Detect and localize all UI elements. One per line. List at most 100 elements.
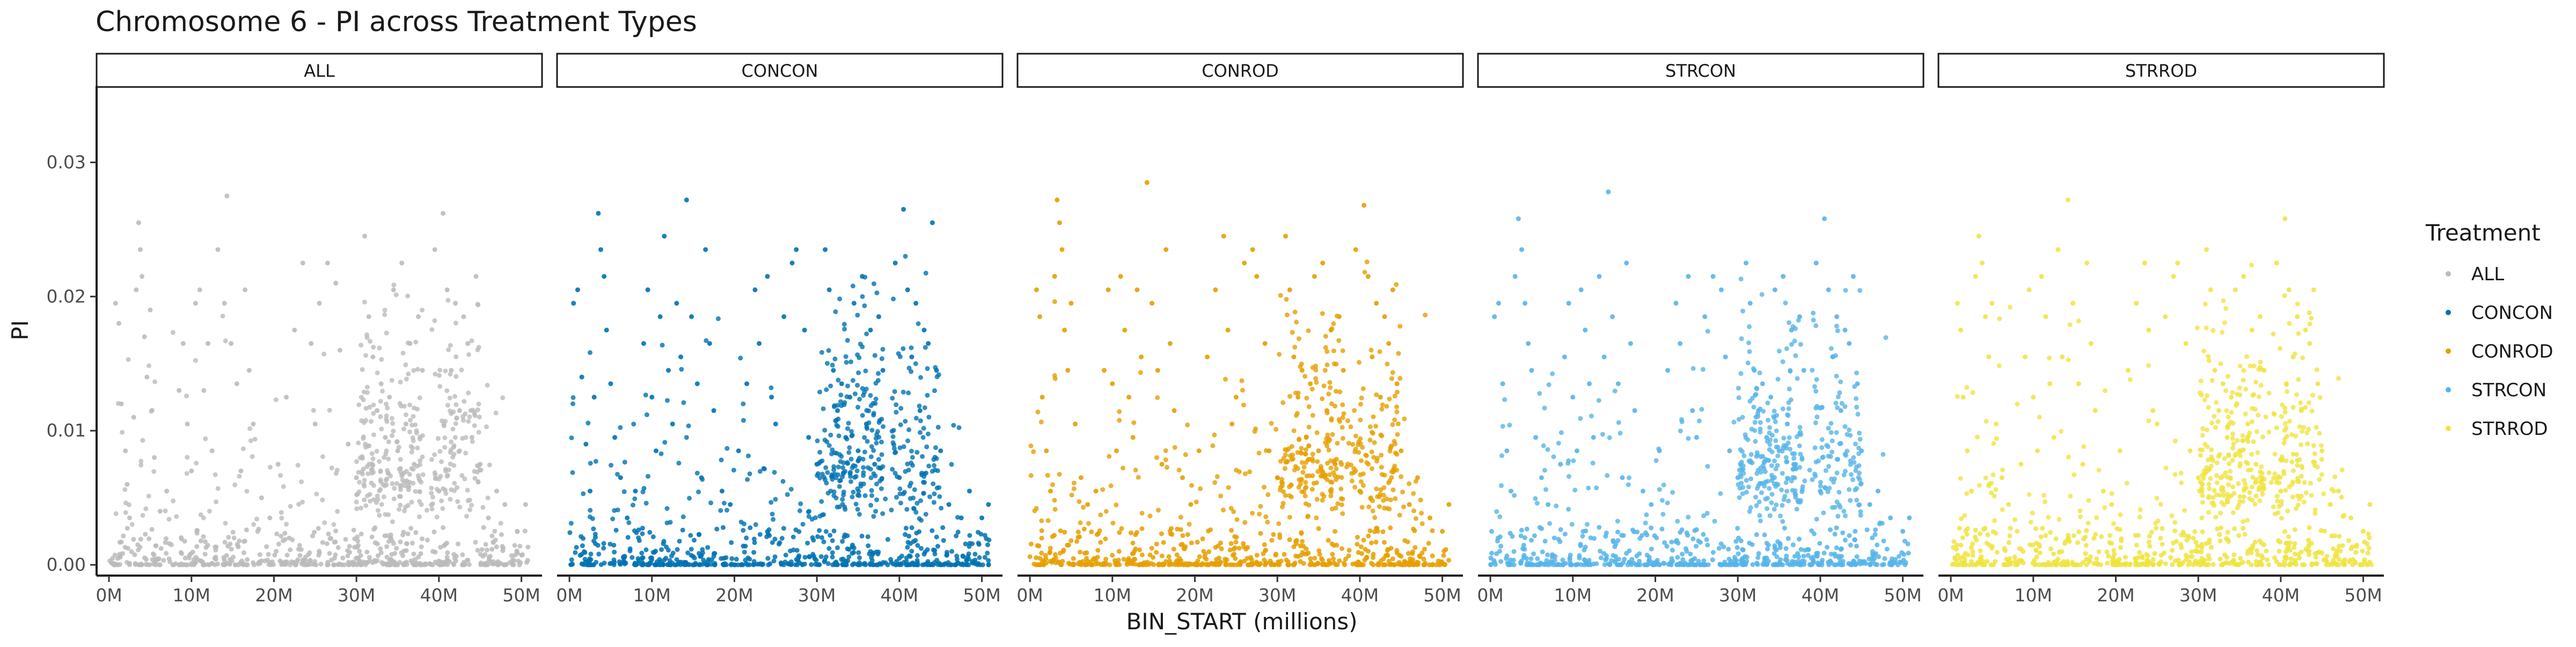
data-point [296,547,301,551]
data-point [2154,526,2158,530]
data-point [1328,385,1333,390]
data-point [926,463,931,468]
data-point [1299,531,1304,536]
data-point [2287,419,2292,424]
data-point [151,469,156,474]
data-point [1533,435,1538,440]
data-point [1342,562,1347,567]
data-point [1250,511,1255,515]
data-point [1130,541,1135,546]
data-point [860,386,865,391]
data-point [1824,468,1828,473]
data-point [793,562,797,567]
data-point [1795,434,1799,439]
data-point [588,508,592,513]
data-point [2163,561,2168,566]
data-point [2260,434,2265,439]
data-point [1103,536,1108,541]
data-point [491,559,496,564]
data-point [1688,551,1693,556]
data-point [441,525,445,530]
data-point [789,487,794,492]
data-point [869,493,874,498]
data-point [1767,431,1772,435]
data-point [724,446,729,451]
data-point [842,562,847,567]
data-point [1792,452,1797,456]
data-point [1396,351,1401,356]
data-point [1334,466,1339,471]
data-point [518,560,523,565]
data-point [963,542,968,547]
data-point [869,428,874,433]
data-point [433,550,438,555]
data-point [1962,557,1967,562]
data-point [2218,539,2223,543]
data-point [2250,406,2255,411]
data-point [1340,502,1344,507]
data-point [1284,460,1289,464]
data-point [1386,341,1391,346]
data-point [845,533,850,538]
data-point [630,555,634,560]
data-point [932,491,936,496]
data-point [385,468,390,473]
data-point [912,487,917,492]
data-point [2339,495,2344,499]
data-point [440,506,445,511]
data-point [623,460,627,464]
data-point [466,419,471,424]
data-point [1377,349,1382,354]
data-point [2271,504,2276,509]
data-point [164,489,169,493]
data-point [377,489,382,493]
data-point [961,563,966,568]
data-point [839,381,844,386]
data-point [643,547,648,552]
data-point [1748,301,1753,306]
data-point [813,515,818,520]
data-point [177,388,181,393]
data-point [1307,425,1312,430]
data-point [1096,531,1101,536]
data-point [1778,514,1783,519]
data-point [232,535,237,540]
data-point [453,301,458,306]
data-point [1352,408,1357,413]
data-point [837,296,842,301]
data-point [1269,538,1274,543]
data-point [1139,354,1144,359]
data-point [125,482,129,487]
data-point [1959,517,1964,521]
data-point [1135,530,1139,535]
data-point [741,418,746,423]
data-point [2136,533,2141,538]
data-point [2033,526,2038,531]
data-point [1265,520,1270,525]
data-point [1418,498,1423,503]
data-point [1510,534,1514,539]
data-point [397,467,402,471]
data-point [772,558,777,563]
data-point [1525,527,1529,532]
data-point [2109,541,2114,546]
data-point [1081,505,1086,510]
data-point [432,452,437,457]
data-point [1104,509,1109,514]
data-point [1267,448,1271,453]
data-point [1277,535,1282,540]
data-point [408,418,413,423]
data-point [1138,370,1143,375]
data-point [371,527,376,532]
data-point [2282,529,2287,534]
data-point [1250,247,1255,252]
data-point [1589,413,1594,418]
data-point [1845,449,1849,454]
data-point [1893,560,1898,565]
data-point [390,481,394,486]
data-point [1304,435,1308,440]
data-point [2249,452,2254,457]
data-point [465,488,470,492]
data-point [719,556,723,561]
data-point [1310,474,1315,478]
